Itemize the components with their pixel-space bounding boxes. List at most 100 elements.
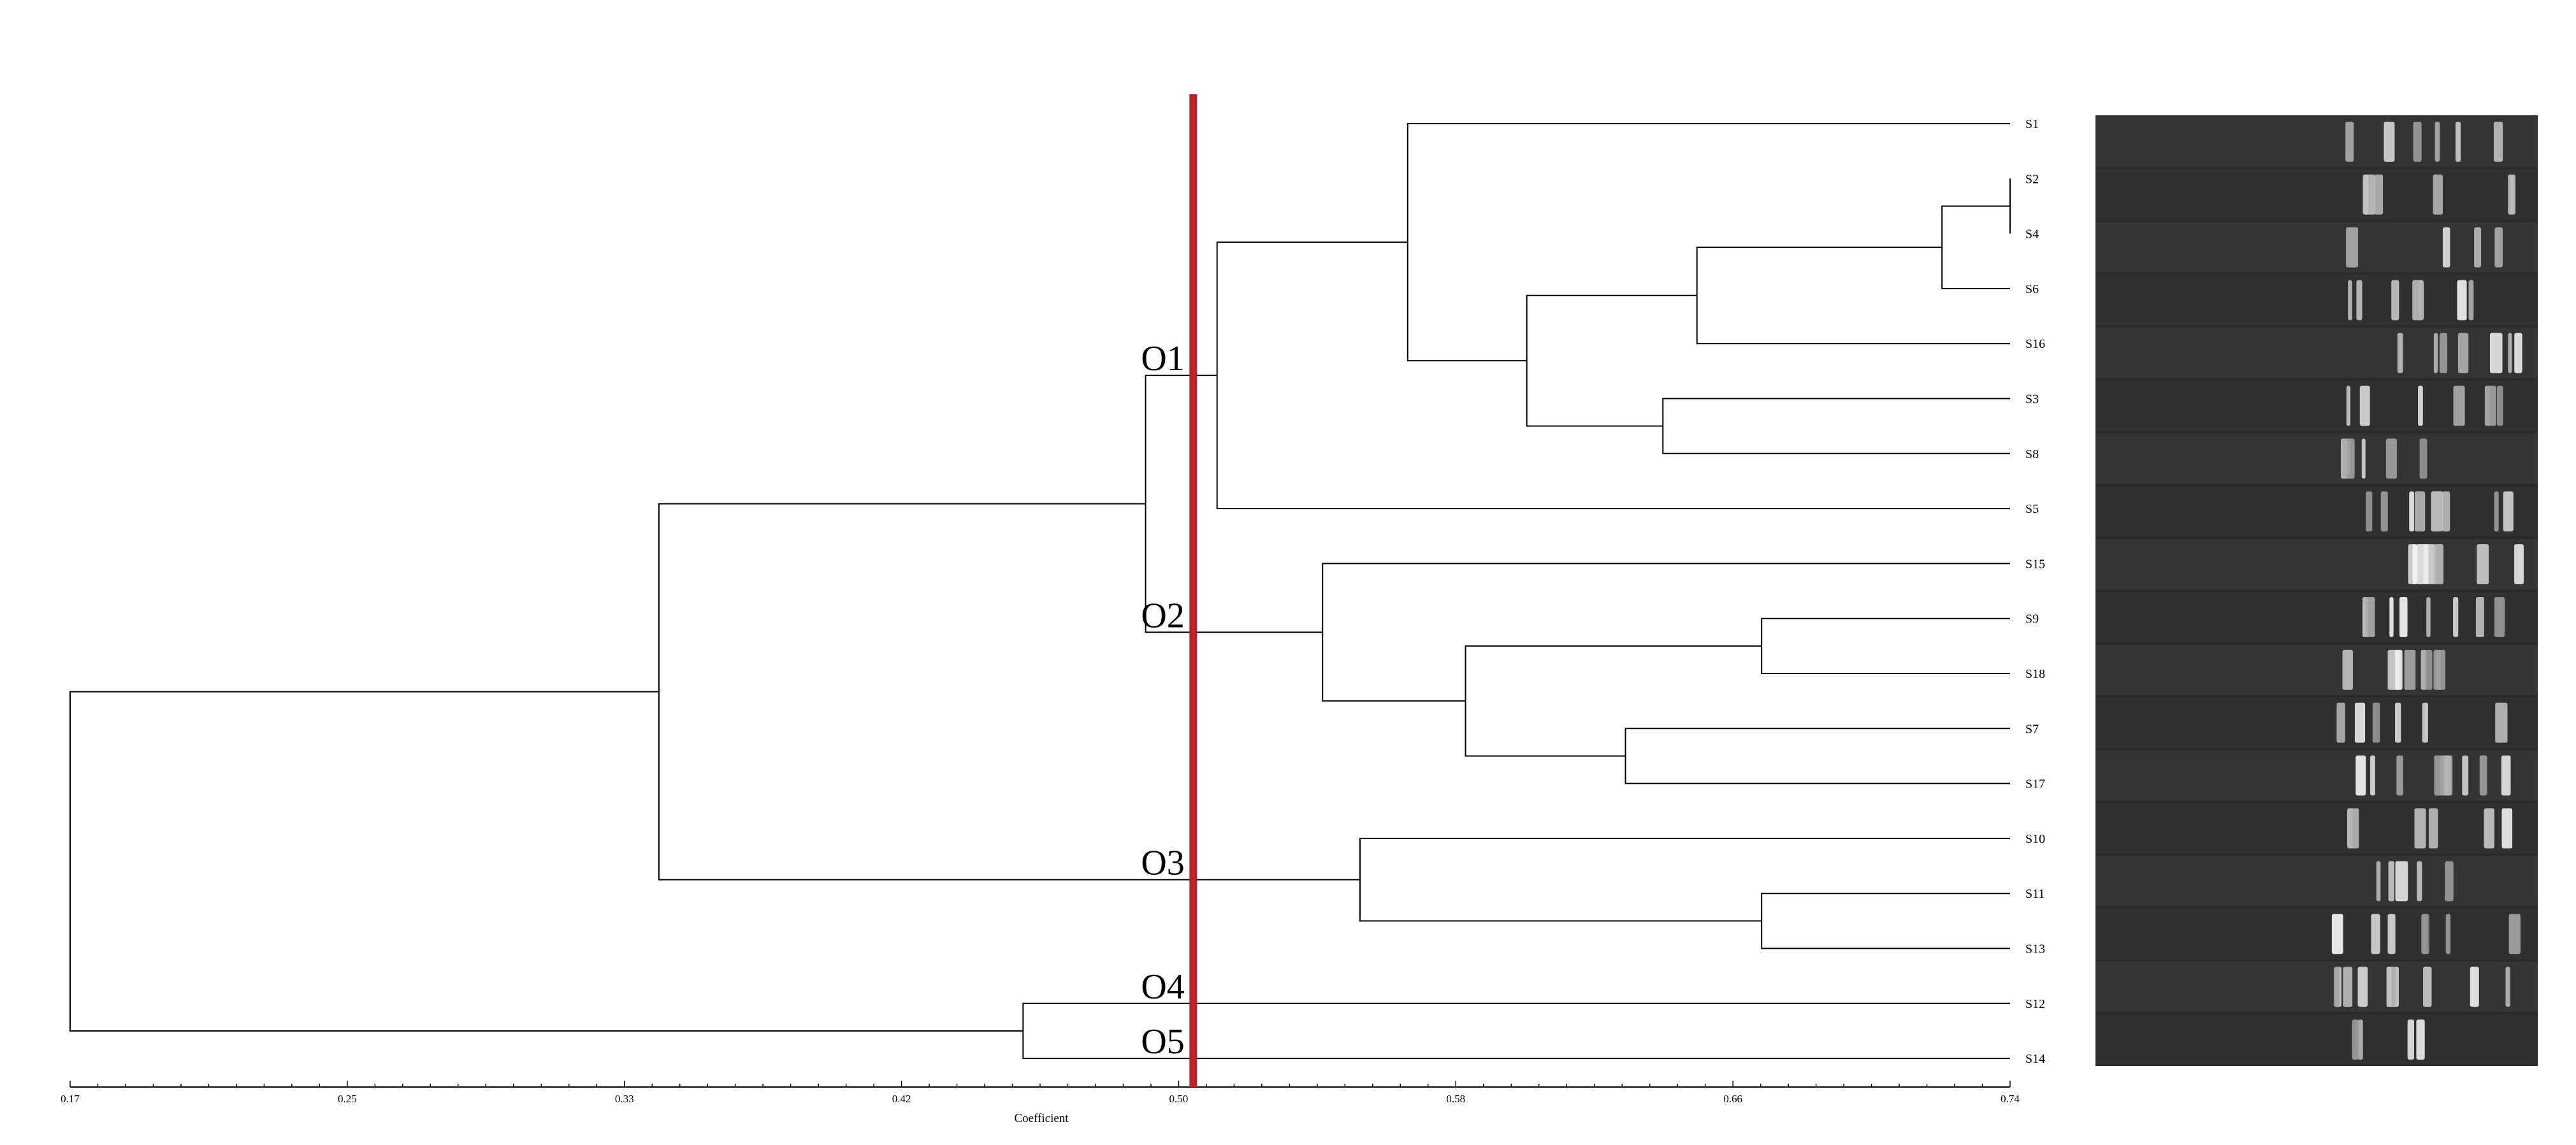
gel-band bbox=[2347, 808, 2359, 849]
gel-band bbox=[2419, 438, 2428, 479]
gel-lane bbox=[2095, 539, 2538, 589]
gel-band bbox=[2474, 227, 2482, 268]
cluster-label: O4 bbox=[1141, 967, 1184, 1007]
gel-band bbox=[2347, 438, 2355, 479]
dendrogram-tree bbox=[69, 123, 2011, 1060]
gel-band bbox=[2371, 914, 2380, 954]
gel-band bbox=[2345, 122, 2354, 162]
dendrogram-branch bbox=[1145, 375, 1323, 633]
gel-band bbox=[2391, 280, 2399, 320]
leaf-label: S16 bbox=[2025, 337, 2045, 351]
gel-band bbox=[2484, 808, 2494, 849]
cluster-label: O2 bbox=[1141, 596, 1184, 635]
leaf-label: S9 bbox=[2025, 612, 2039, 626]
dendrogram-branch bbox=[1761, 893, 2010, 949]
gel-band bbox=[2412, 280, 2419, 320]
gel-band bbox=[2453, 597, 2459, 637]
gel-lane bbox=[2095, 433, 2538, 484]
gel-band bbox=[2431, 491, 2443, 532]
dendrogram-branch bbox=[1359, 837, 2010, 922]
gel-lane bbox=[2095, 486, 2538, 537]
dendrogram-branch bbox=[1761, 617, 2010, 674]
gel-band bbox=[2414, 491, 2426, 532]
gel-band bbox=[2385, 438, 2397, 479]
gel-lane bbox=[2095, 222, 2538, 273]
leaf-label: S4 bbox=[2025, 227, 2039, 241]
leaf-label: S10 bbox=[2025, 832, 2045, 846]
leaf-label: S5 bbox=[2025, 502, 2039, 516]
gel-band bbox=[2391, 967, 2396, 1007]
gel-band bbox=[2376, 861, 2381, 902]
gel-image bbox=[2095, 115, 2538, 1066]
gel-band bbox=[2462, 755, 2469, 796]
dendrogram-branch bbox=[658, 503, 1360, 881]
gel-band bbox=[2357, 967, 2368, 1007]
gel-band bbox=[2397, 333, 2403, 373]
gel-band bbox=[2493, 122, 2503, 162]
gel-band bbox=[2389, 597, 2394, 637]
leaf-label: S1 bbox=[2025, 117, 2039, 131]
dendrogram-branch bbox=[1624, 728, 2010, 784]
dendrogram-branch bbox=[1941, 205, 2010, 289]
leaf-label: S12 bbox=[2025, 997, 2045, 1011]
gel-band bbox=[2508, 174, 2514, 215]
gel-band bbox=[2366, 491, 2373, 532]
gel-band bbox=[2336, 702, 2345, 743]
gel-lane bbox=[2095, 117, 2538, 167]
gel-band bbox=[2395, 861, 2408, 902]
gel-band bbox=[2412, 544, 2417, 584]
gel-band bbox=[2370, 755, 2375, 796]
gel-lane bbox=[2095, 328, 2538, 378]
gel-band bbox=[2442, 491, 2450, 532]
gel-band bbox=[2404, 649, 2416, 690]
gel-band bbox=[2348, 280, 2352, 320]
gel-lane bbox=[2095, 803, 2538, 854]
gel-band bbox=[2418, 385, 2423, 426]
gel-band bbox=[2484, 385, 2496, 426]
dendrogram-branch bbox=[1022, 1002, 2010, 1060]
gel-lane bbox=[2095, 856, 2538, 907]
gel-band bbox=[2413, 122, 2422, 162]
gel-band bbox=[2508, 914, 2521, 954]
gel-band bbox=[2426, 597, 2431, 637]
gel-band bbox=[2331, 914, 2343, 954]
dendrogram-branch bbox=[1696, 247, 2010, 345]
dendrogram: S1 S2 S4 S6 S16 S3 S8 S5 S15 S9 S18 S7 S17 S10 S11 S13 S… bbox=[61, 94, 2045, 1125]
gel-band bbox=[2442, 227, 2450, 268]
gel-band bbox=[2346, 385, 2351, 426]
gel-band bbox=[2415, 544, 2429, 584]
gel-band bbox=[2479, 755, 2487, 796]
gel-band bbox=[2445, 861, 2454, 902]
gel-band bbox=[2433, 333, 2438, 373]
tick-label: 0.66 bbox=[1723, 1093, 1742, 1105]
dendrogram-branch bbox=[1407, 123, 2010, 362]
gel-band bbox=[2374, 174, 2384, 215]
gel-band bbox=[2434, 755, 2443, 796]
cluster-labels: O1 O2 O3 O4 O5 bbox=[1141, 339, 1184, 1062]
gel-background bbox=[2095, 115, 2538, 1066]
tick-label: 0.74 bbox=[2001, 1093, 2020, 1105]
leaf-label: S2 bbox=[2025, 172, 2039, 186]
gel-band bbox=[2494, 491, 2499, 532]
gel-band bbox=[2343, 967, 2353, 1007]
gel-band bbox=[2433, 649, 2446, 690]
gel-band bbox=[2457, 280, 2467, 320]
gel-band bbox=[2346, 227, 2359, 268]
gel-band bbox=[2407, 1019, 2415, 1060]
dendrogram-branch bbox=[69, 691, 1024, 1032]
dendrogram-branch bbox=[1322, 563, 2010, 702]
leaf-label: S13 bbox=[2025, 942, 2045, 956]
gel-band bbox=[2428, 808, 2438, 849]
gel-band bbox=[2514, 333, 2522, 373]
cluster-label: O3 bbox=[1141, 844, 1184, 883]
gel-band bbox=[2435, 122, 2440, 162]
leaf-label: S11 bbox=[2025, 887, 2044, 901]
gel-lane bbox=[2095, 961, 2538, 1012]
gel-band bbox=[2342, 649, 2353, 690]
axis-label: Coefficient bbox=[1014, 1112, 1069, 1125]
gel-lane bbox=[2095, 697, 2538, 748]
gel-band bbox=[2372, 702, 2380, 743]
dendrogram-branch bbox=[1465, 645, 1762, 757]
gel-band bbox=[2433, 544, 2444, 584]
gel-band bbox=[2388, 861, 2394, 902]
